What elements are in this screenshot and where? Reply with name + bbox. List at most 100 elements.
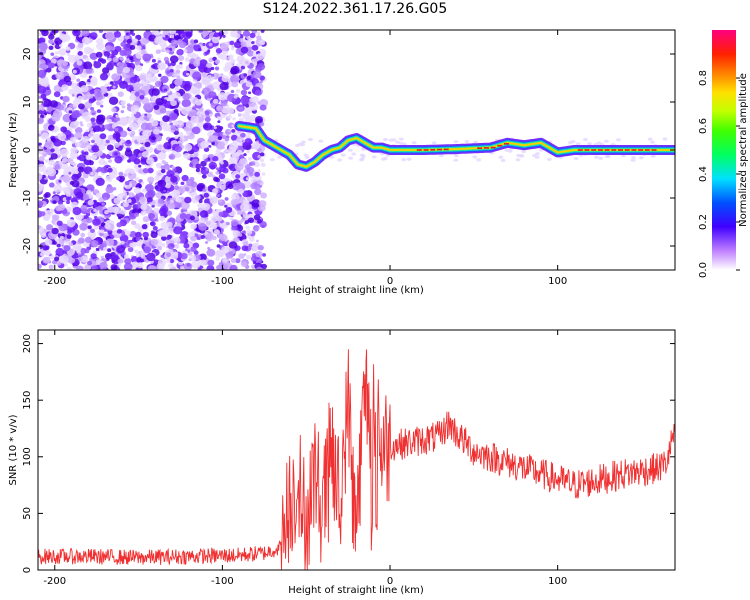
noise-blob bbox=[38, 54, 42, 61]
noise-blob bbox=[230, 89, 235, 94]
noise-blob bbox=[87, 225, 92, 230]
noise-blob bbox=[107, 57, 112, 62]
noise-speck bbox=[638, 156, 644, 160]
noise-blob bbox=[243, 73, 248, 77]
noise-blob bbox=[107, 248, 112, 253]
noise-blob bbox=[168, 263, 174, 269]
noise-speck bbox=[582, 137, 588, 142]
noise-blob bbox=[119, 50, 127, 57]
noise-blob bbox=[66, 234, 72, 239]
noise-blob bbox=[116, 245, 126, 254]
noise-blob bbox=[257, 169, 261, 173]
noise-blob bbox=[76, 60, 83, 66]
noise-blob bbox=[99, 229, 105, 234]
noise-blob bbox=[191, 145, 200, 153]
noise-blob bbox=[207, 259, 215, 266]
noise-blob bbox=[59, 235, 64, 240]
noise-blob bbox=[141, 50, 146, 55]
noise-blob bbox=[246, 229, 253, 235]
noise-blob bbox=[185, 31, 193, 38]
noise-blob bbox=[124, 181, 130, 186]
noise-blob bbox=[218, 262, 223, 266]
noise-blob bbox=[174, 244, 180, 249]
noise-blob bbox=[114, 45, 122, 53]
noise-blob bbox=[48, 182, 55, 188]
noise-blob bbox=[121, 105, 126, 109]
noise-blob bbox=[201, 30, 210, 36]
noise-blob bbox=[160, 75, 169, 84]
noise-blob bbox=[169, 55, 179, 63]
noise-blob bbox=[90, 253, 97, 259]
snr-ticks: -200 -100 0 100 0 50 100 150 200 bbox=[22, 330, 675, 587]
noise-blob bbox=[41, 174, 46, 179]
noise-speck bbox=[616, 138, 621, 142]
noise-blob bbox=[136, 45, 142, 51]
noise-blob bbox=[230, 258, 237, 263]
noise-blob bbox=[198, 114, 202, 117]
noise-speck bbox=[647, 137, 653, 141]
noise-blob bbox=[46, 218, 50, 221]
noise-blob bbox=[161, 235, 167, 241]
noise-blob bbox=[93, 61, 102, 69]
noise-blob bbox=[72, 110, 82, 118]
noise-blob bbox=[160, 205, 169, 214]
noise-blob bbox=[95, 51, 103, 58]
noise-blob bbox=[257, 63, 266, 71]
noise-blob bbox=[215, 256, 220, 261]
noise-blob bbox=[82, 37, 91, 45]
noise-blob bbox=[214, 66, 220, 71]
noise-blob bbox=[245, 134, 251, 140]
noise-blob bbox=[184, 196, 192, 204]
noise-blob bbox=[186, 72, 190, 76]
noise-blob bbox=[208, 135, 216, 142]
noise-blob bbox=[85, 68, 92, 75]
noise-speck bbox=[587, 142, 592, 146]
noise-blob bbox=[123, 262, 133, 270]
noise-speck bbox=[454, 154, 459, 158]
noise-blob bbox=[205, 167, 209, 171]
chart-title: S124.2022.361.17.26.G05 bbox=[262, 1, 448, 17]
noise-blob bbox=[180, 201, 190, 210]
noise-blob bbox=[76, 265, 84, 270]
noise-blob bbox=[59, 160, 64, 165]
noise-blob bbox=[127, 171, 137, 180]
noise-blob bbox=[117, 258, 123, 264]
noise-blob bbox=[44, 140, 54, 149]
noise-blob bbox=[140, 204, 147, 211]
noise-blob bbox=[218, 173, 226, 180]
noise-blob bbox=[174, 86, 180, 92]
noise-blob bbox=[108, 193, 115, 199]
noise-blob bbox=[253, 161, 260, 168]
noise-blob bbox=[169, 83, 176, 89]
noise-blob bbox=[188, 258, 192, 262]
noise-blob bbox=[224, 137, 230, 142]
noise-blob bbox=[170, 39, 179, 47]
noise-blob bbox=[256, 43, 261, 47]
noise-blob bbox=[230, 65, 240, 75]
y-tick-label: 0 bbox=[22, 147, 33, 153]
noise-blob bbox=[134, 249, 139, 254]
noise-blob bbox=[106, 144, 114, 151]
noise-blob bbox=[87, 145, 92, 150]
noise-blob bbox=[242, 112, 251, 120]
noise-blob bbox=[98, 158, 106, 165]
noise-speck bbox=[546, 157, 552, 161]
noise-blob bbox=[111, 107, 117, 113]
noise-blob bbox=[97, 58, 102, 62]
noise-blob bbox=[107, 229, 113, 235]
noise-blob bbox=[141, 224, 148, 230]
noise-blob bbox=[90, 117, 96, 123]
noise-blob bbox=[62, 186, 69, 192]
noise-blob bbox=[218, 126, 224, 130]
noise-speck bbox=[650, 154, 656, 158]
noise-blob bbox=[260, 263, 267, 270]
noise-blob bbox=[76, 156, 81, 160]
noise-blob bbox=[124, 149, 133, 157]
noise-speck bbox=[453, 158, 459, 162]
noise-blob bbox=[224, 204, 228, 208]
noise-blob bbox=[217, 136, 223, 141]
noise-blob bbox=[190, 235, 197, 242]
noise-blob bbox=[245, 40, 253, 48]
noise-blob bbox=[134, 223, 141, 229]
noise-blob bbox=[78, 103, 85, 110]
